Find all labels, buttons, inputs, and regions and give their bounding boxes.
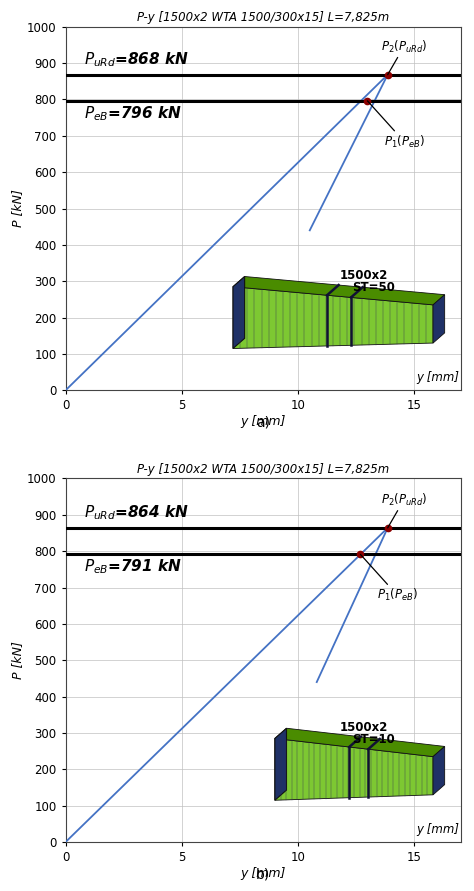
Polygon shape [275, 739, 433, 800]
Text: ST=10: ST=10 [352, 733, 394, 746]
Text: b): b) [256, 868, 270, 881]
Polygon shape [275, 728, 286, 800]
Text: $P_1(P_{eB})$: $P_1(P_{eB})$ [367, 101, 425, 150]
Polygon shape [433, 747, 445, 795]
Text: $P_1(P_{eB})$: $P_1(P_{eB})$ [360, 554, 418, 603]
Text: $\mathit{P}_{eB}$=791 kN: $\mathit{P}_{eB}$=791 kN [84, 558, 182, 576]
Text: $\mathit{P}_{uRd}$=864 kN: $\mathit{P}_{uRd}$=864 kN [84, 503, 189, 522]
Polygon shape [433, 295, 445, 343]
Polygon shape [233, 287, 433, 348]
Text: $\mathit{P}_{uRd}$=868 kN: $\mathit{P}_{uRd}$=868 kN [84, 51, 189, 69]
Y-axis label: P [kN]: P [kN] [11, 642, 24, 679]
X-axis label: y [mm]: y [mm] [241, 867, 286, 880]
Text: ST=50: ST=50 [352, 282, 394, 294]
Text: $\mathit{P}_{eB}$=796 kN: $\mathit{P}_{eB}$=796 kN [84, 104, 182, 123]
Polygon shape [233, 276, 245, 348]
Title: P-y [1500x2 WTA 1500/300x15] L=7,825m: P-y [1500x2 WTA 1500/300x15] L=7,825m [137, 462, 389, 476]
X-axis label: y [mm]: y [mm] [241, 415, 286, 429]
Text: y [mm]: y [mm] [417, 823, 460, 836]
Polygon shape [233, 276, 445, 305]
Text: y [mm]: y [mm] [417, 372, 460, 384]
Y-axis label: P [kN]: P [kN] [11, 190, 24, 227]
Text: 1500x2: 1500x2 [340, 721, 388, 734]
Polygon shape [275, 728, 445, 756]
Text: 1500x2: 1500x2 [340, 269, 388, 282]
Text: $P_2(P_{uRd})$: $P_2(P_{uRd})$ [381, 38, 427, 75]
Text: a): a) [256, 416, 270, 429]
Title: P-y [1500x2 WTA 1500/300x15] L=7,825m: P-y [1500x2 WTA 1500/300x15] L=7,825m [137, 11, 389, 24]
Text: $P_2(P_{uRd})$: $P_2(P_{uRd})$ [381, 492, 427, 527]
